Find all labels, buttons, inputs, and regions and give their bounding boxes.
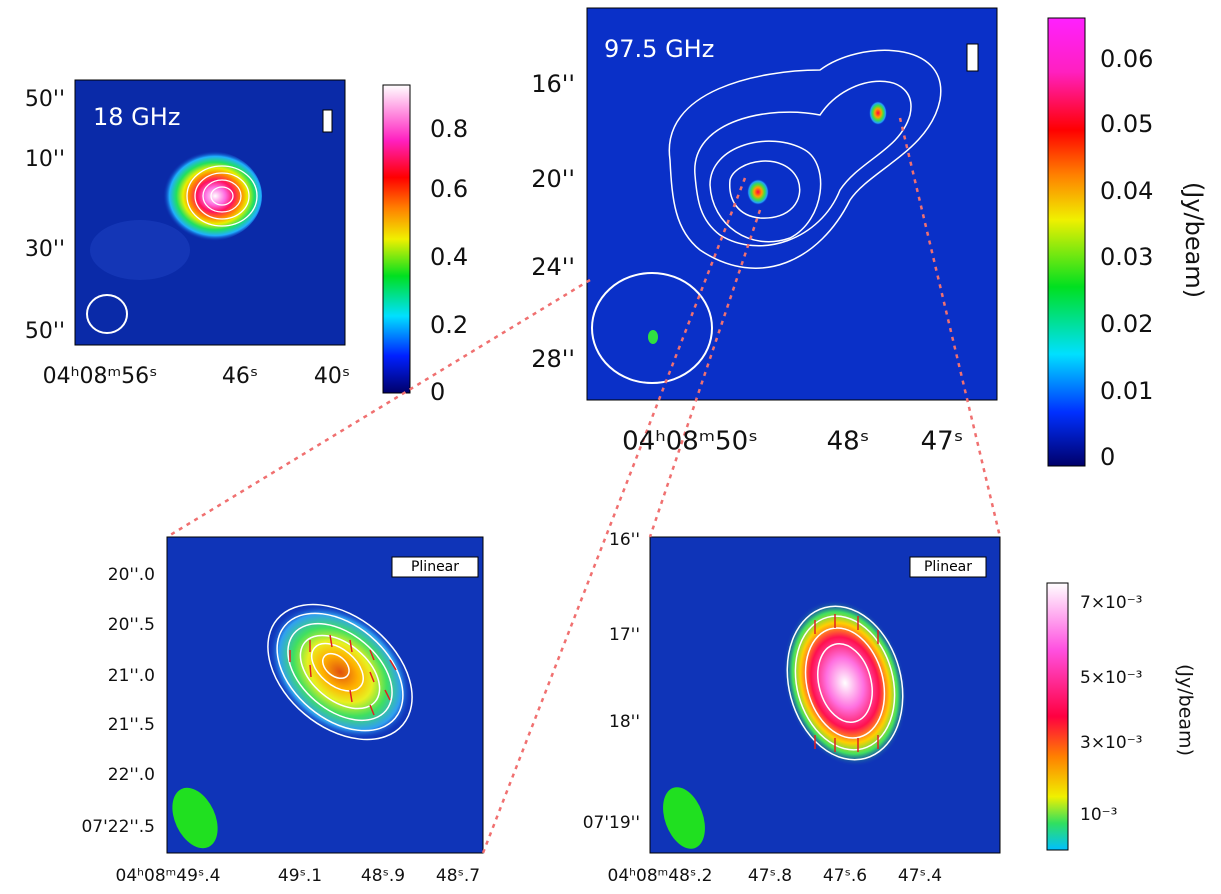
panel-label: Plinear: [924, 559, 972, 575]
beam: [648, 330, 658, 344]
label-box: [391, 556, 479, 578]
x-tick-label: 46ˢ: [222, 364, 258, 389]
colorbar-tick-label: 0: [430, 378, 445, 406]
image-panel: [586, 7, 998, 401]
colorbar-tick-label: 0.02: [1100, 310, 1153, 338]
source: [158, 151, 262, 241]
x-tick-label: 47ˢ.4: [898, 866, 942, 886]
contours: [786, 605, 904, 761]
colorbar-tick-label: 0.4: [430, 243, 468, 271]
x-tick-label: 48ˢ.9: [361, 866, 405, 886]
source: [747, 179, 769, 205]
colorbar-tick-label: 0.05: [1100, 110, 1153, 138]
y-tick-label: 18'': [609, 712, 640, 732]
y-tick-label: 07'19'': [583, 813, 640, 833]
contours: [267, 603, 413, 741]
y-tick-label: 07'22''.5: [81, 817, 155, 837]
colorbar-tick-label: 0.01: [1100, 377, 1153, 405]
polarization-vectors: [814, 614, 879, 752]
y-tick-label: 24'': [531, 253, 575, 281]
colorbar-tick-label: 7×10⁻³: [1080, 593, 1142, 613]
source: [869, 101, 887, 125]
y-tick-label: 50'': [25, 319, 65, 344]
y-tick-label: 10'': [25, 147, 65, 172]
colorbar-tick-label: 3×10⁻³: [1080, 733, 1142, 753]
colorbar-tick-label: 0: [1100, 443, 1115, 471]
y-tick-label: 21''.5: [108, 715, 155, 735]
colorbar-tick-label: 0.04: [1100, 177, 1153, 205]
y-tick-label: 20'': [531, 165, 575, 193]
y-tick-label: 17'': [609, 625, 640, 645]
x-tick-label: 04ʰ08ᵐ50ˢ: [622, 427, 758, 457]
zoom-lines: [166, 117, 1002, 854]
colorbar: [382, 84, 411, 394]
panel-label: 97.5 GHz: [604, 35, 714, 63]
colorbar-label: (Jy/beam): [1180, 182, 1208, 298]
y-tick-label: 21''.0: [108, 666, 155, 686]
beam: [663, 787, 705, 849]
y-tick-label: 22''.0: [108, 765, 155, 785]
x-tick-label: 47ˢ.6: [823, 866, 867, 886]
panel-label: 18 GHz: [93, 103, 180, 131]
colorbar-label: (Jy/beam): [1175, 664, 1197, 756]
stokes-box: [966, 43, 979, 72]
source: [268, 604, 412, 740]
colorbar: [1046, 582, 1069, 851]
beam: [172, 787, 218, 849]
colorbar-tick-label: 0.6: [430, 175, 468, 203]
label-box: [909, 556, 987, 578]
colorbar-tick-label: 0.06: [1100, 45, 1153, 73]
x-tick-label: 40ˢ: [314, 364, 350, 389]
x-tick-label: 48ˢ.7: [436, 866, 480, 886]
colorbar-tick-label: 0.2: [430, 311, 468, 339]
contours: [186, 165, 258, 227]
colorbar-tick-label: 10⁻³: [1080, 805, 1117, 825]
x-tick-label: 49ˢ.1: [278, 866, 322, 886]
x-tick-label: 04ʰ08ᵐ48ˢ.2: [608, 866, 713, 886]
y-tick-label: 30'': [25, 237, 65, 262]
x-tick-label: 47ˢ: [921, 427, 964, 457]
beam: [86, 294, 128, 334]
y-tick-label: 50'': [25, 87, 65, 112]
beam: [591, 272, 713, 384]
contours: [668, 49, 942, 269]
colorbar-tick-label: 5×10⁻³: [1080, 668, 1142, 688]
noise: [90, 220, 190, 280]
x-tick-label: 04ʰ08ᵐ56ˢ: [43, 364, 158, 389]
colorbar: [1047, 17, 1086, 467]
y-tick-label: 20''.5: [108, 615, 155, 635]
x-tick-label: 04ʰ08ᵐ49ˢ.4: [116, 866, 221, 886]
y-tick-label: 28'': [531, 345, 575, 373]
stokes-box: [322, 109, 333, 133]
y-tick-label: 16'': [609, 530, 640, 550]
y-tick-label: 20''.0: [108, 565, 155, 585]
y-tick-label: 16'': [531, 70, 575, 98]
x-tick-label: 48ˢ: [827, 427, 870, 457]
colorbar-tick-label: 0.8: [430, 115, 468, 143]
polarization-vectors: [289, 634, 397, 716]
x-tick-label: 47ˢ.8: [748, 866, 792, 886]
panel-label: Plinear: [411, 559, 459, 575]
colorbar-tick-label: 0.03: [1100, 243, 1153, 271]
